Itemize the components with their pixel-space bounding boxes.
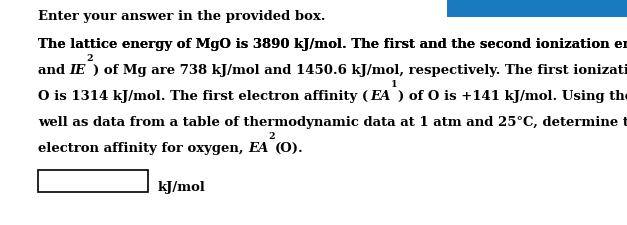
Text: ) of O is +141 kJ/mol. Using these data, as: ) of O is +141 kJ/mol. Using these data,… [398,90,627,103]
Text: O is 1314 kJ/mol. The first electron affinity (: O is 1314 kJ/mol. The first electron aff… [38,90,371,103]
Text: kJ/mol: kJ/mol [158,181,206,194]
Text: (O).: (O). [275,142,304,155]
Text: Enter your answer in the provided box.: Enter your answer in the provided box. [38,10,325,23]
Text: The lattice energy of MgO is 3890 kJ/mol. The first and the second ionization en: The lattice energy of MgO is 3890 kJ/mol… [38,38,627,51]
Bar [38,170,148,192]
Bar [447,0,627,17]
Text: 1: 1 [391,80,398,89]
Text: well as data from a table of thermodynamic data at 1 atm and 25°C, determine the: well as data from a table of thermodynam… [38,116,627,129]
Text: and: and [38,64,70,77]
Text: 2: 2 [86,54,93,63]
Text: ) of Mg are 738 kJ/mol and 1450.6 kJ/mol, respectively. The first ionization ene: ) of Mg are 738 kJ/mol and 1450.6 kJ/mol… [93,64,627,77]
Text: The lattice energy of MgO is 3890 kJ/mol. The first and the second ionization en: The lattice energy of MgO is 3890 kJ/mol… [38,38,627,51]
Text: EA: EA [371,90,391,103]
Text: IE: IE [70,64,86,77]
Text: electron affinity for oxygen,: electron affinity for oxygen, [38,142,248,155]
Text: 2: 2 [268,132,275,141]
Text: EA: EA [248,142,268,155]
